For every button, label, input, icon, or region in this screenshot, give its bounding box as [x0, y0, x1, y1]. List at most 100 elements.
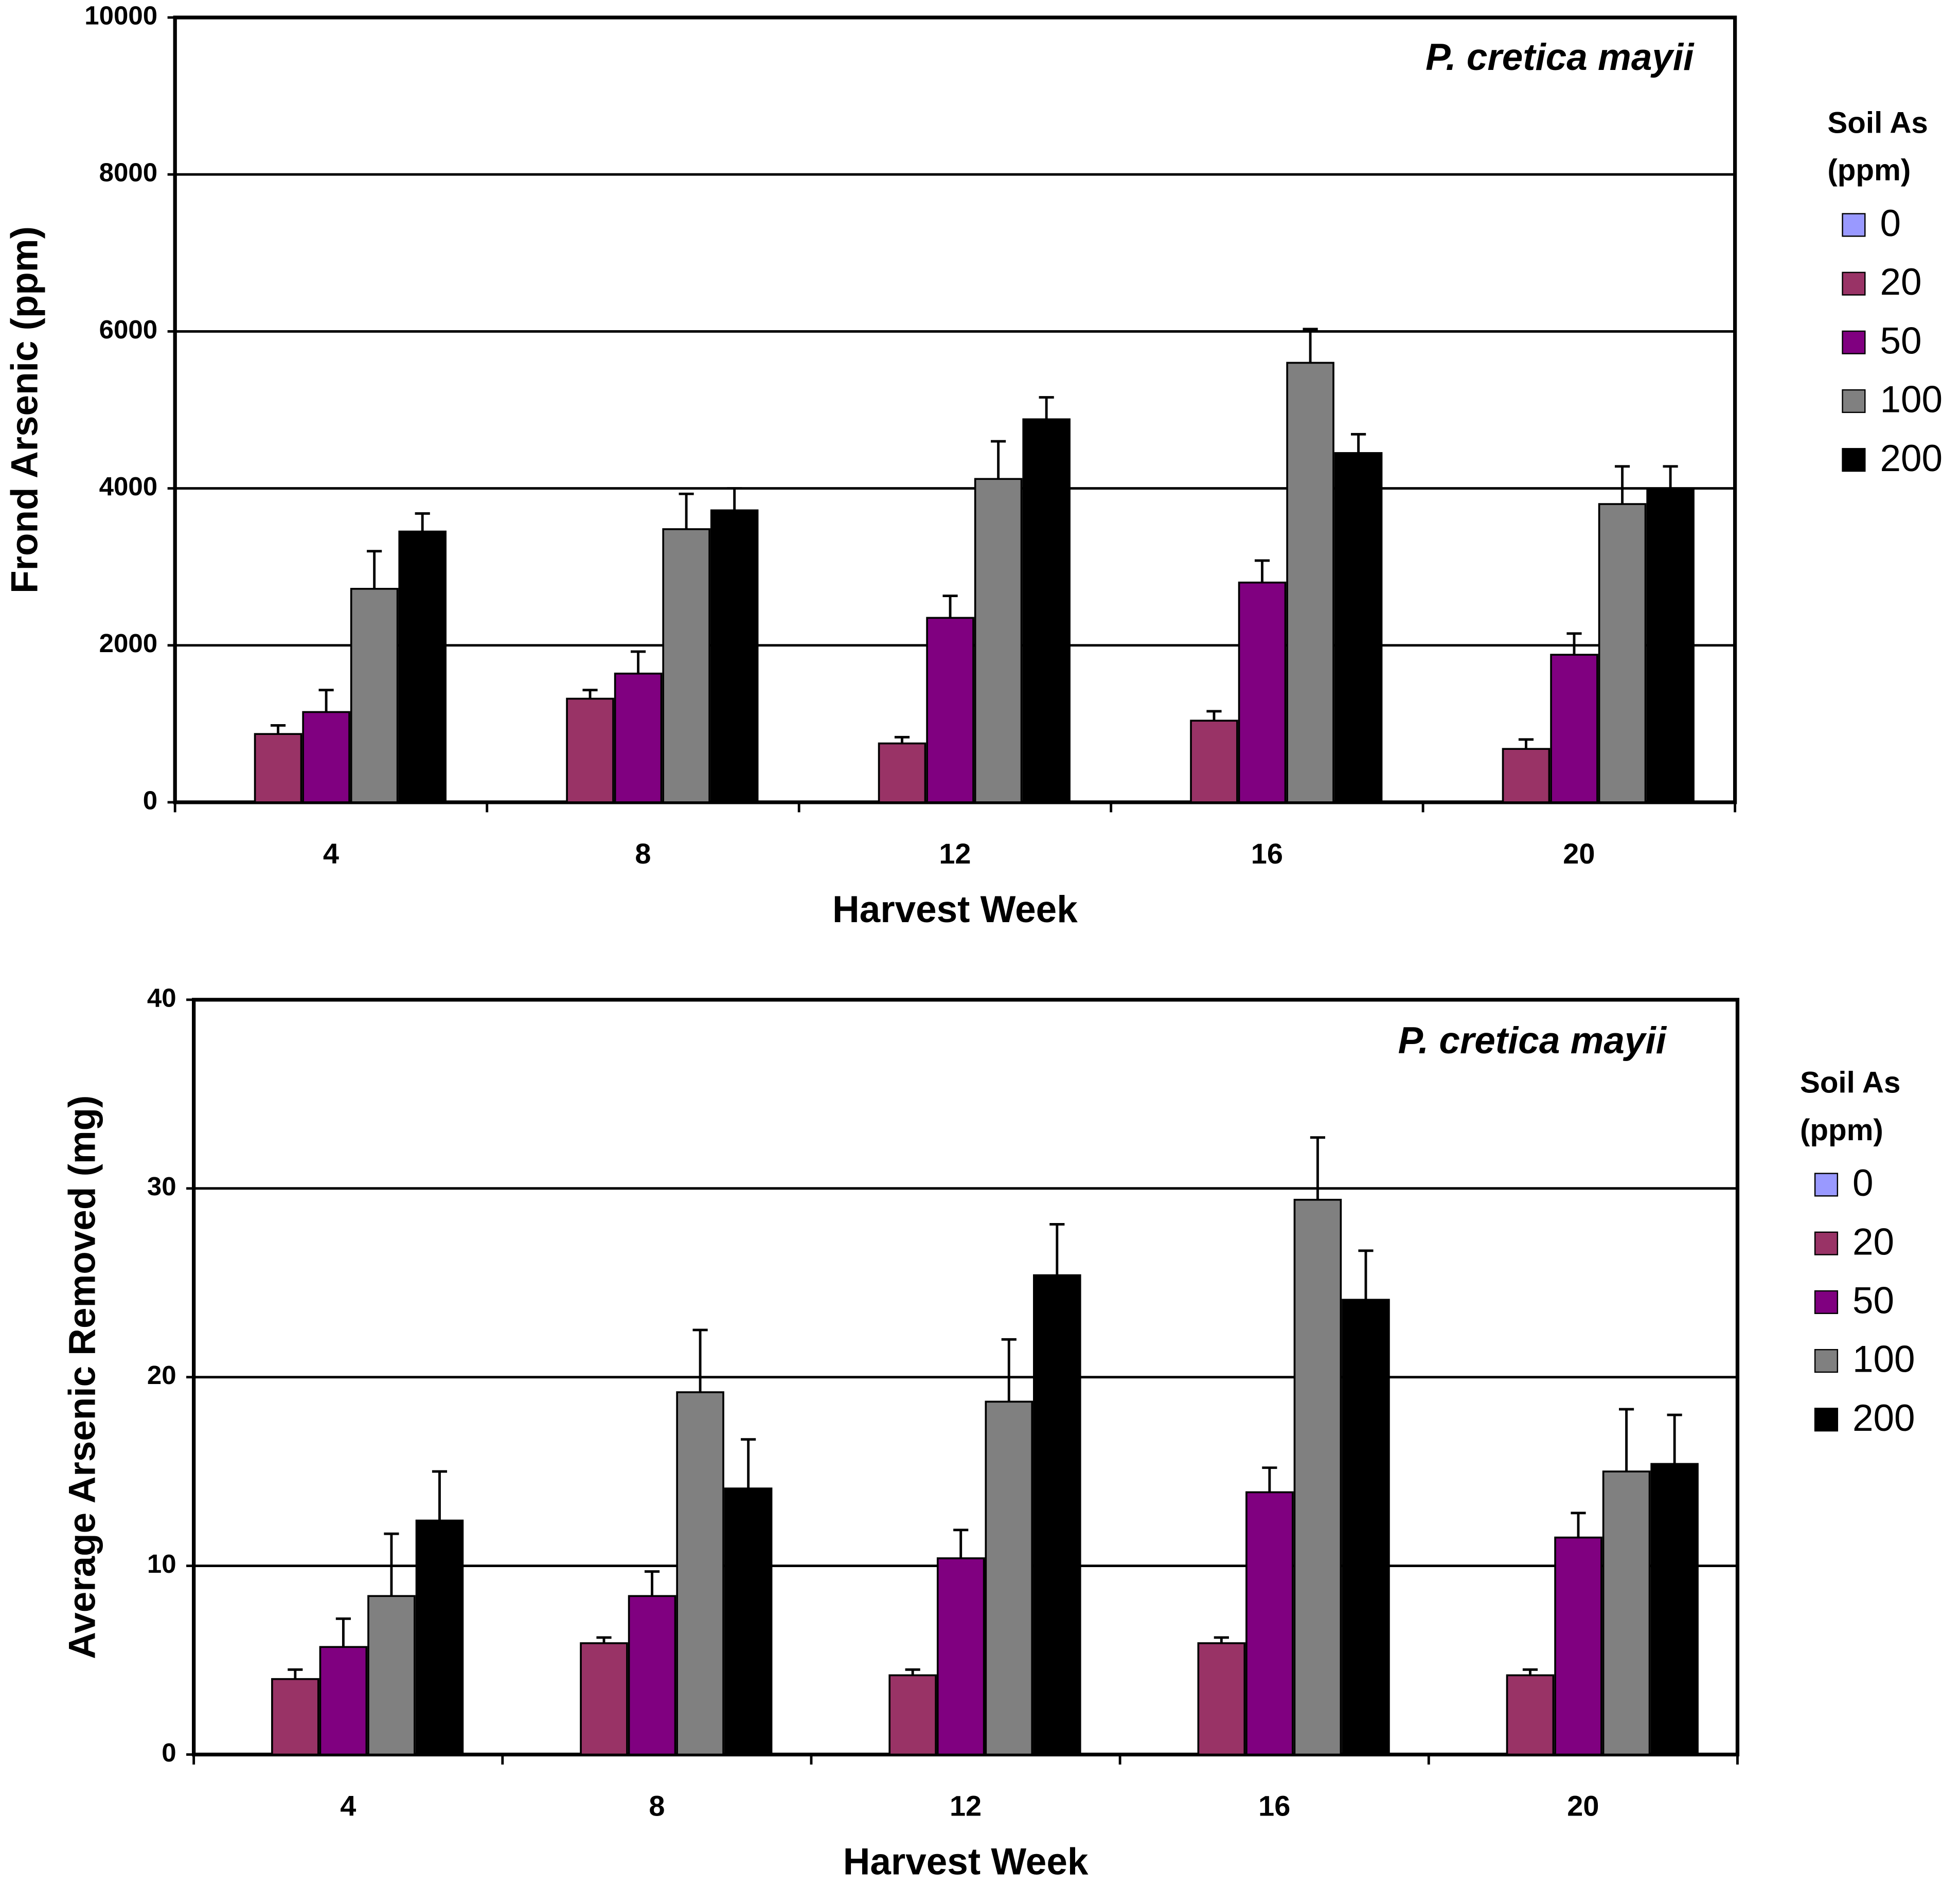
bar [974, 478, 1023, 803]
legend-swatch [1814, 1290, 1839, 1314]
legend-swatch [1842, 389, 1866, 414]
error-bar [905, 1668, 920, 1676]
error-bar [741, 1438, 756, 1489]
bar [319, 1646, 368, 1756]
bar [926, 617, 974, 803]
error-bar [644, 1570, 660, 1596]
legend-title: (ppm) [1827, 154, 1911, 187]
legend-swatch [1814, 1231, 1839, 1255]
bar [1033, 1274, 1081, 1756]
y-tick-label: 2000 [99, 628, 157, 658]
y-tick-label: 0 [162, 1738, 176, 1767]
error-bar [942, 595, 958, 618]
x-tick-label: 8 [635, 837, 651, 870]
x-tick-label: 4 [340, 1790, 356, 1822]
bar [367, 1595, 416, 1756]
legend-swatch [1814, 1173, 1839, 1197]
bar [1502, 748, 1551, 803]
error-bar [1206, 710, 1222, 721]
x-tick-label: 4 [323, 837, 339, 870]
bar [676, 1391, 724, 1756]
legend-label: 100 [1852, 1339, 1915, 1380]
legend-title: Soil As [1800, 1066, 1900, 1099]
error-bar [432, 1470, 448, 1521]
error-bar [679, 492, 694, 529]
bar [302, 711, 350, 803]
error-bar [1001, 1338, 1017, 1402]
error-bar [582, 689, 598, 699]
bar [350, 588, 399, 803]
error-bar [1614, 465, 1630, 505]
bar [1197, 1642, 1246, 1756]
x-tick-label: 12 [939, 837, 971, 870]
x-tick-label: 20 [1567, 1790, 1599, 1822]
x-tick-label: 12 [950, 1790, 982, 1822]
legend-label: 50 [1880, 320, 1921, 362]
bar [1238, 581, 1287, 803]
y-tick-label: 10000 [84, 1, 157, 30]
legend-swatch [1842, 448, 1866, 472]
error-bar [1571, 1512, 1586, 1538]
bar [1190, 720, 1238, 803]
error-bar [1566, 632, 1582, 655]
error-bar [1518, 738, 1534, 749]
legend-label: 50 [1852, 1280, 1894, 1322]
legend-label: 100 [1880, 379, 1943, 421]
legend-swatch [1814, 1408, 1839, 1432]
bar [398, 530, 447, 803]
x-axis-title: Harvest Week [843, 1841, 1089, 1883]
error-bar [335, 1617, 351, 1647]
x-tick-label: 16 [1251, 837, 1283, 870]
error-bar [991, 440, 1006, 479]
bar [1646, 489, 1695, 803]
bar [1293, 1198, 1342, 1756]
legend-label: 20 [1852, 1221, 1894, 1263]
error-bar [1618, 1408, 1634, 1472]
error-bar [1049, 1223, 1065, 1275]
error-bar [1358, 1249, 1374, 1300]
y-tick-label: 0 [143, 785, 157, 815]
bar [614, 672, 663, 803]
x-tick-label: 20 [1563, 837, 1595, 870]
legend-swatch [1842, 330, 1866, 354]
error-bar [384, 1532, 399, 1596]
error-bar [1214, 1636, 1229, 1643]
y-axis-title: Average Arsenic Removed (mg) [62, 1095, 103, 1659]
error-bar [727, 487, 742, 511]
bar [710, 509, 759, 803]
bar [254, 733, 302, 803]
bar [1342, 1299, 1390, 1756]
bar [1554, 1536, 1602, 1756]
y-tick-label: 20 [147, 1360, 176, 1390]
error-bar [1663, 465, 1678, 490]
bar [1550, 654, 1598, 803]
legend-label: 0 [1852, 1162, 1874, 1204]
bar [1506, 1674, 1555, 1756]
y-tick-label: 6000 [99, 315, 157, 344]
legend-label: 200 [1852, 1397, 1915, 1439]
y-axis-title: Frond Arsenic (ppm) [4, 226, 46, 594]
legend-swatch [1842, 213, 1866, 237]
error-bar [1667, 1413, 1682, 1464]
bar [566, 697, 614, 803]
annotation: P. cretica mayii [1426, 37, 1695, 78]
error-bar [596, 1636, 612, 1643]
y-tick-label: 10 [147, 1549, 176, 1578]
bar [271, 1678, 319, 1756]
error-bar [630, 650, 646, 674]
annotation: P. cretica mayii [1398, 1020, 1667, 1062]
error-bar [1254, 559, 1270, 583]
error-bar [1303, 328, 1318, 363]
y-tick-label: 30 [147, 1172, 176, 1201]
bar [662, 528, 710, 803]
error-bar [318, 689, 334, 712]
bar [1602, 1470, 1651, 1756]
y-tick-label: 4000 [99, 472, 157, 501]
error-bar [1522, 1668, 1538, 1676]
bar [1286, 362, 1334, 803]
legend-swatch [1842, 272, 1866, 296]
bar [878, 742, 926, 803]
bar [724, 1487, 773, 1756]
y-tick-label: 40 [147, 983, 176, 1012]
legend-label: 20 [1880, 261, 1921, 303]
